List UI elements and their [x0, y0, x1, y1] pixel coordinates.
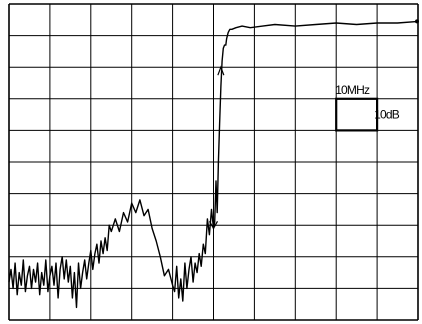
grid — [8, 3, 419, 321]
marker-lower-arrow — [208, 221, 219, 230]
trace-end-marker — [415, 19, 419, 24]
spectrum-trace — [8, 20, 419, 309]
scale-box — [335, 97, 379, 132]
y-scale-label: 10dB — [374, 108, 400, 122]
marker-upper-arrow — [217, 65, 225, 76]
x-scale-label: 10MHz — [335, 83, 370, 97]
